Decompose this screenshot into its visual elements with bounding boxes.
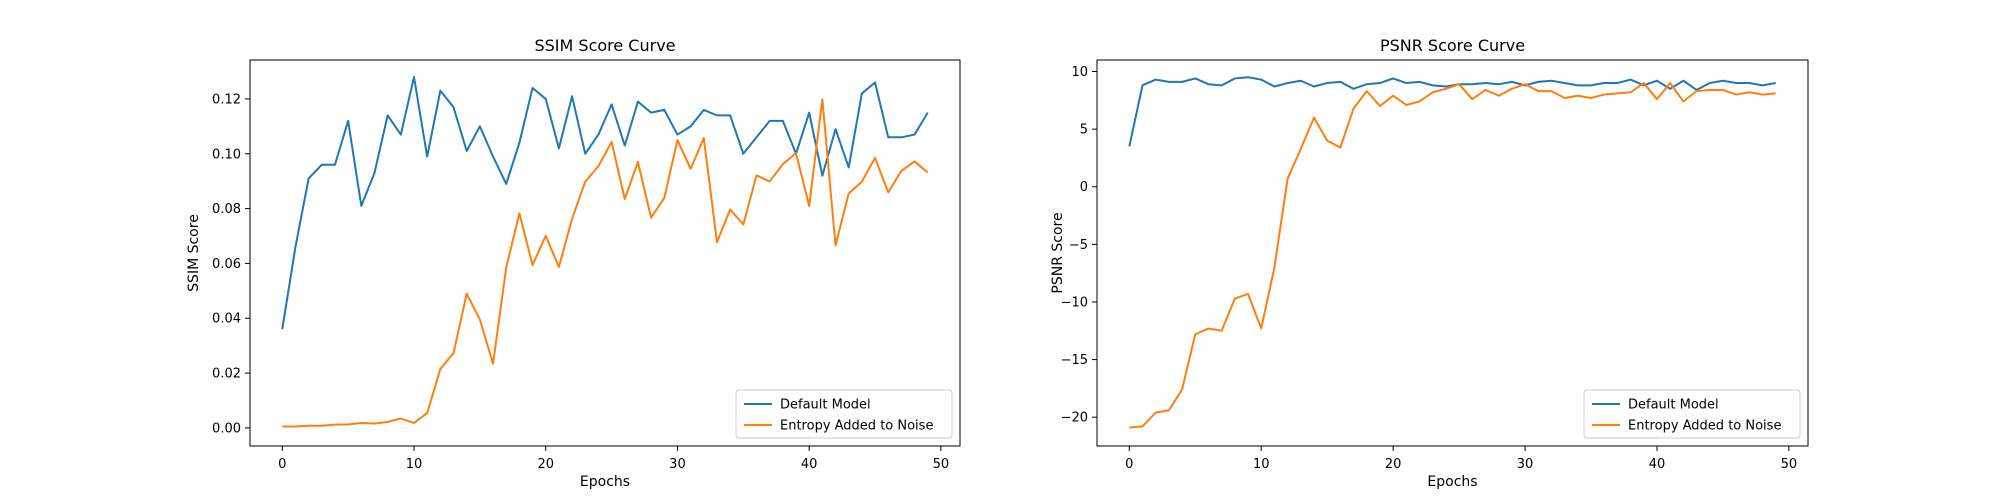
x-tick-label: 20 [1385, 457, 1402, 472]
series-line-default-model [1128, 76, 1776, 147]
y-tick-label: 5 [1080, 123, 1088, 138]
x-axis-label: Epochs [1427, 474, 1477, 490]
legend-box [1583, 389, 1801, 439]
legend: Default Model Entropy Added to Noise [1583, 389, 1801, 439]
legend-label: Entropy Added to Noise [1628, 419, 1781, 434]
y-tick-label: 0.04 [212, 312, 241, 327]
y-tick-label: 0 [1080, 180, 1088, 195]
x-tick-label: 50 [1781, 457, 1798, 472]
axes-frame [1096, 59, 1809, 447]
axes-frame [249, 59, 961, 447]
y-tick-label: −10 [1061, 295, 1088, 310]
plot-area [281, 76, 929, 428]
y-tick-label: 0.02 [212, 367, 241, 382]
chart-title: SSIM Score Curve [534, 36, 675, 55]
x-axis-label: Epochs [580, 474, 630, 490]
y-tick-label: 0.08 [212, 202, 241, 217]
y-tick-label: −5 [1069, 238, 1088, 253]
legend-box [735, 389, 953, 439]
y-tick-label: −20 [1061, 411, 1088, 426]
chart-ssim: 0 10 20 30 40 50 0.00 0.02 0.04 0.06 0.08 0.10 0.12 S… [186, 36, 961, 490]
x-tick-label: 40 [1649, 457, 1666, 472]
legend: Default Model Entropy Added to Noise [735, 389, 953, 439]
plot-area [1128, 76, 1776, 429]
x-tick-label: 50 [933, 457, 950, 472]
x-tick-label: 40 [801, 457, 818, 472]
x-tick-label: 10 [1253, 457, 1270, 472]
x-tick-label: 20 [537, 457, 554, 472]
series-line-default-model [281, 76, 929, 330]
y-tick-label: 0.00 [212, 421, 241, 436]
x-tick-label: 30 [1517, 457, 1534, 472]
chart-title: PSNR Score Curve [1380, 36, 1525, 55]
x-tick-label: 0 [278, 457, 286, 472]
series-line-entropy-added-to-noise [282, 98, 929, 428]
y-tick-label: 0.10 [212, 147, 241, 162]
y-tick-label: −15 [1061, 353, 1088, 368]
y-tick-label: 0.12 [212, 92, 241, 107]
x-tick-label: 0 [1125, 457, 1133, 472]
legend-label: Entropy Added to Noise [780, 419, 933, 434]
series-line-entropy-added-to-noise [1129, 82, 1776, 429]
chart-psnr: 0 10 20 30 40 50 −20 −15 −10 −5 0 5 10 PSNR Score Cur… [1050, 36, 1809, 490]
y-axis-label: PSNR Score [1050, 212, 1066, 293]
x-tick-label: 10 [406, 457, 423, 472]
y-axis-label: SSIM Score [186, 214, 202, 292]
x-tick-label: 30 [669, 457, 686, 472]
legend-label: Default Model [1628, 398, 1719, 413]
y-tick-label: 10 [1071, 65, 1088, 80]
y-tick-label: 0.06 [212, 257, 241, 272]
legend-label: Default Model [780, 398, 871, 413]
